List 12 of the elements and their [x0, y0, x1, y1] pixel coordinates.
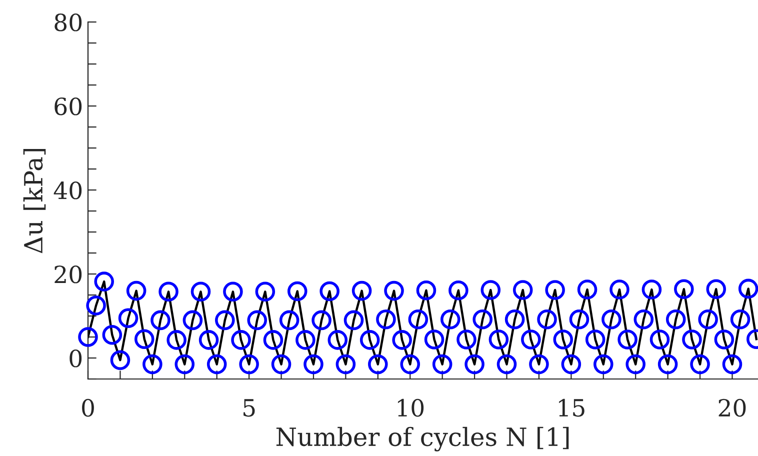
y-tick-label: 40 — [54, 181, 82, 200]
x-tick-label: 0 — [82, 398, 94, 417]
x-tick-label: 20 — [718, 398, 746, 417]
x-tick-label: 15 — [559, 398, 584, 417]
y-axis-title: Δu [kPa] — [23, 148, 46, 254]
y-tick-label: 60 — [54, 97, 82, 116]
x-tick-label: 5 — [244, 399, 255, 417]
y-tick-label: 20 — [54, 265, 82, 284]
y-tick-label: 80 — [54, 13, 82, 32]
y-tick-label: 0 — [70, 349, 82, 368]
x-tick-label: 10 — [398, 398, 424, 417]
x-axis-title: Number of cycles N [1] — [276, 426, 569, 452]
